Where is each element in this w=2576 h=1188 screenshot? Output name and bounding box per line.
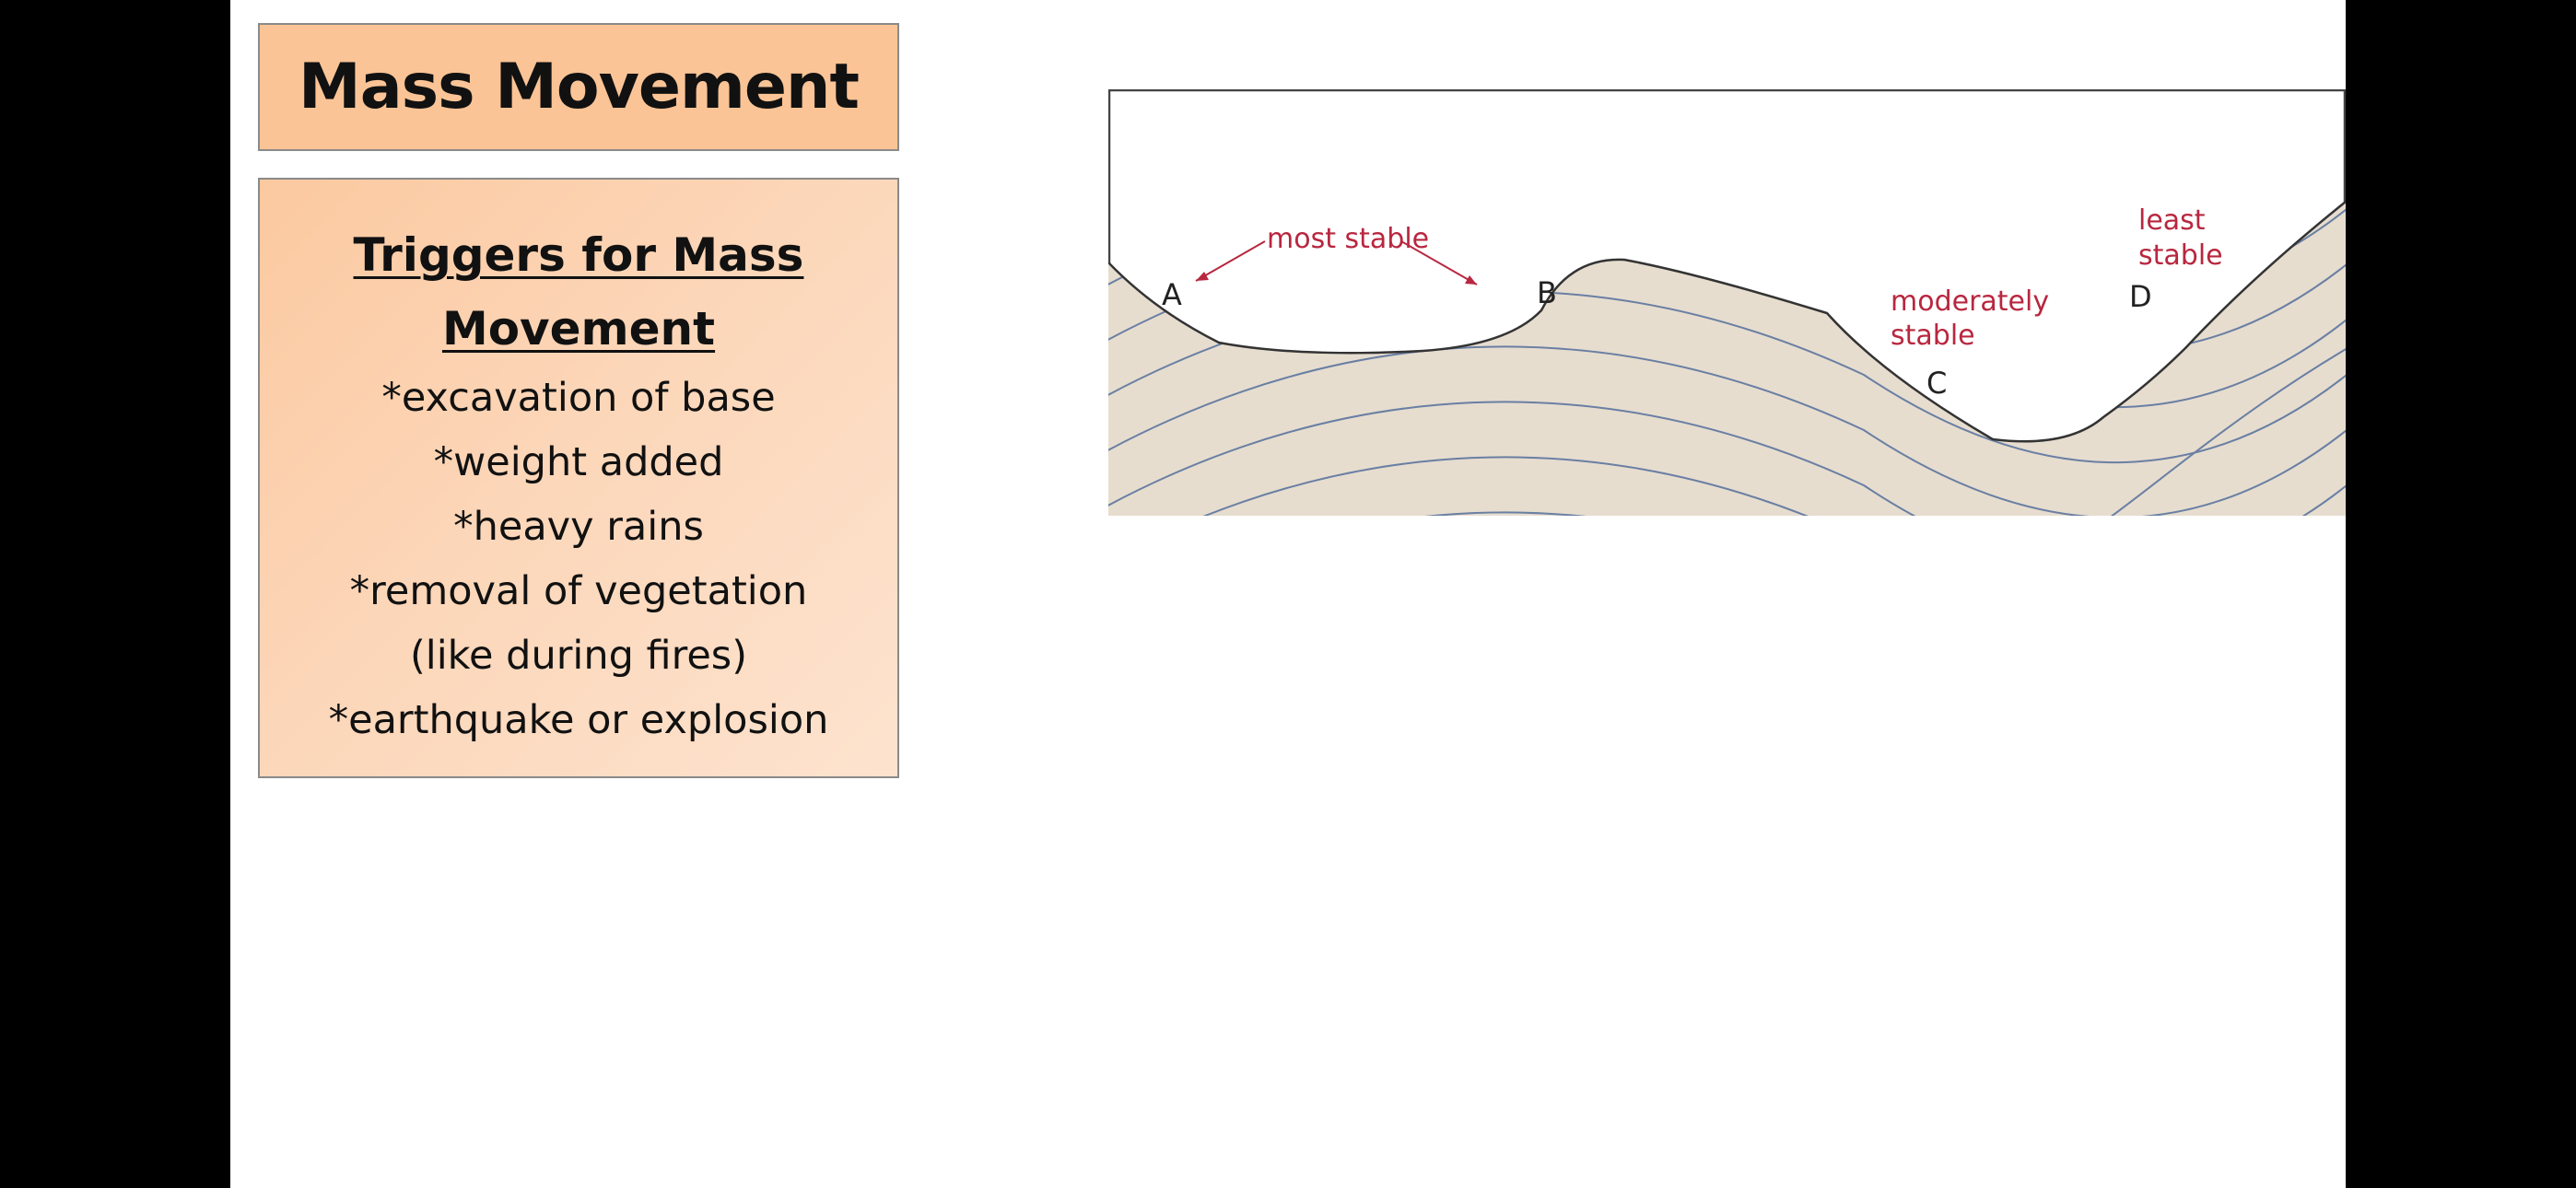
trigger-item-fires-note: (like during fires) [409, 633, 747, 679]
slide-title: Mass Movement [299, 51, 860, 123]
slope-stability-diagram: most stable moderately stable least stab… [1108, 89, 2346, 516]
trigger-list: *excavation of base *weight added *heavy… [260, 366, 897, 752]
ground-fill [1108, 202, 2346, 516]
title-box: Mass Movement [258, 23, 899, 151]
triggers-box: Triggers for Mass Movement *excavation o… [258, 178, 899, 778]
arrowhead-a [1196, 272, 1209, 281]
label-moderately: moderately [1891, 285, 2049, 318]
ground-surface-line [1108, 201, 2346, 443]
trigger-item-weight: *weight added [433, 439, 724, 485]
label-least: least [2138, 204, 2206, 237]
trigger-item-rains: *heavy rains [453, 504, 704, 550]
trigger-item-earthquake: *earthquake or explosion [328, 697, 829, 743]
point-a-label: A [1162, 277, 1182, 312]
label-most-stable: most stable [1267, 223, 1429, 255]
point-d-label: D [2129, 279, 2152, 314]
triggers-heading: Triggers for Mass Movement [353, 228, 804, 355]
slope-diagram-svg: most stable moderately stable least stab… [1108, 89, 2346, 516]
point-c-label: C [1926, 366, 1947, 401]
label-least-stable: stable [2138, 239, 2223, 272]
point-b-label: B [1537, 275, 1557, 310]
most-stable-arrow-a [1195, 240, 1266, 282]
arrowhead-b [1465, 275, 1477, 285]
trigger-item-vegetation: *removal of vegetation [349, 568, 808, 614]
slide: Mass Movement Triggers for Mass Movement… [230, 0, 2346, 1188]
label-moderately-stable: stable [1891, 320, 1975, 352]
trigger-item-excavation: *excavation of base [381, 375, 776, 421]
most-stable-arrow-b [1400, 240, 1478, 285]
